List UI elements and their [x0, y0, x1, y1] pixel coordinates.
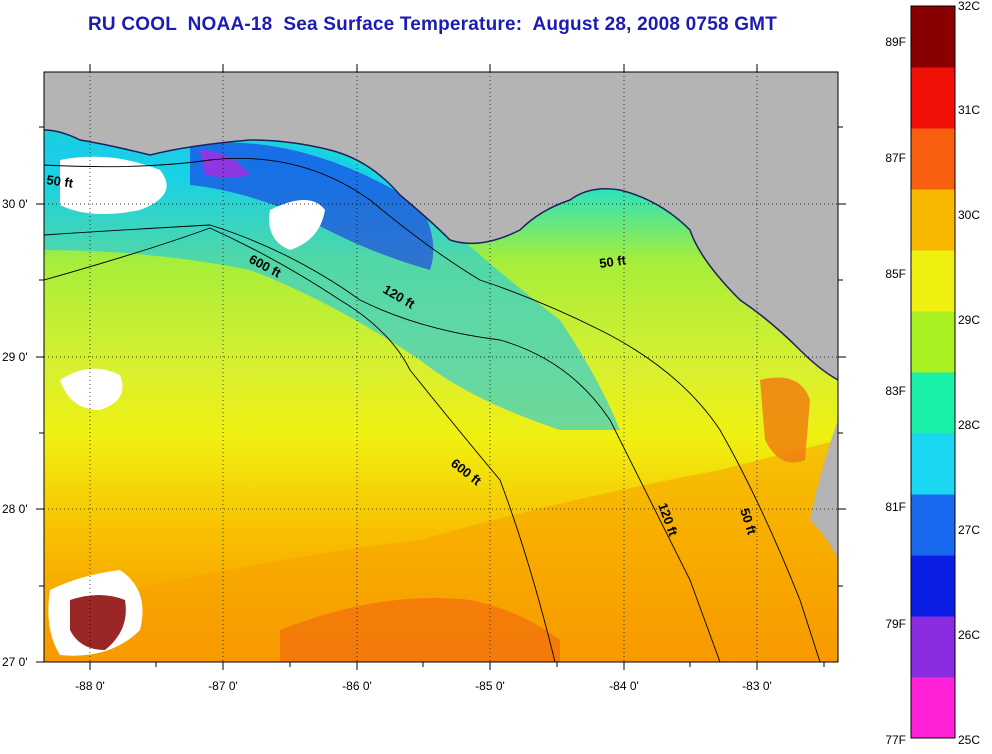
- colorbar-swatch: [911, 250, 955, 312]
- lon-label: -87 0': [208, 679, 238, 693]
- colorbar-swatches: [911, 6, 955, 739]
- celsius-label: 25C: [958, 733, 980, 747]
- colorbar-swatch: [911, 494, 955, 556]
- contour-label: 50 ft: [598, 252, 627, 271]
- magenta-patch: [200, 150, 250, 178]
- map-border: [43, 71, 839, 663]
- fahrenheit-label: 79F: [885, 617, 906, 631]
- colorbar-swatch: [911, 67, 955, 129]
- lon-label: -88 0': [75, 679, 105, 693]
- land: [44, 72, 838, 380]
- colorbar-swatch: [911, 555, 955, 617]
- contour-120ft: [44, 224, 721, 662]
- lon-label: -85 0': [475, 679, 505, 693]
- fahrenheit-label: 89F: [885, 35, 906, 49]
- contour-50ft: [44, 157, 821, 662]
- fahrenheit-label: 77F: [885, 733, 906, 747]
- lon-label: -83 0': [742, 679, 772, 693]
- hot-cloud-edge: [70, 595, 126, 650]
- lat-label: 30 0': [2, 197, 28, 211]
- land-east: [810, 420, 838, 560]
- map-frame: 50 ft 600 ft 120 ft 50 ft 600 ft 120 ft …: [44, 72, 838, 662]
- colorbar-swatch: [911, 189, 955, 251]
- colorbar-swatch: [911, 677, 955, 739]
- graticule: [44, 72, 838, 662]
- map-title: RU COOL NOAA-18 Sea Surface Temperature:…: [88, 14, 778, 35]
- ticks: [36, 64, 846, 670]
- colorbar-swatch: [911, 372, 955, 434]
- hot-patch: [280, 598, 560, 662]
- fahrenheit-label: 81F: [885, 500, 906, 514]
- colorbar-swatch: [911, 433, 955, 495]
- celsius-label: 26C: [958, 628, 980, 642]
- contour-600ft: [44, 227, 556, 662]
- lat-label: 27 0': [2, 655, 28, 669]
- colorbar-swatch: [911, 616, 955, 678]
- celsius-label: 32C: [958, 0, 980, 13]
- lon-label: -86 0': [342, 679, 372, 693]
- fahrenheit-label: 83F: [885, 384, 906, 398]
- lat-label: 28 0': [2, 502, 28, 516]
- coastline: [44, 129, 838, 381]
- colorbar-swatch: [911, 6, 955, 68]
- celsius-label: 27C: [958, 523, 980, 537]
- celsius-label: 28C: [958, 418, 980, 432]
- celsius-label: 31C: [958, 103, 980, 117]
- warm-patch-east: [760, 377, 810, 463]
- celsius-label: 30C: [958, 208, 980, 222]
- colorbar-border: [910, 5, 956, 739]
- colorbar-swatch: [911, 128, 955, 190]
- cloud: [60, 368, 123, 410]
- cloud: [269, 200, 325, 250]
- contour-label: 50 ft: [46, 172, 75, 191]
- lon-label: -84 0': [609, 679, 639, 693]
- celsius-label: 29C: [958, 313, 980, 327]
- warm-water-south: [44, 440, 838, 662]
- fahrenheit-label: 87F: [885, 151, 906, 165]
- fahrenheit-label: 85F: [885, 267, 906, 281]
- colorbar-swatch: [911, 311, 955, 373]
- cloud: [60, 156, 167, 214]
- cool-band: [44, 140, 620, 430]
- lat-label: 29 0': [2, 350, 28, 364]
